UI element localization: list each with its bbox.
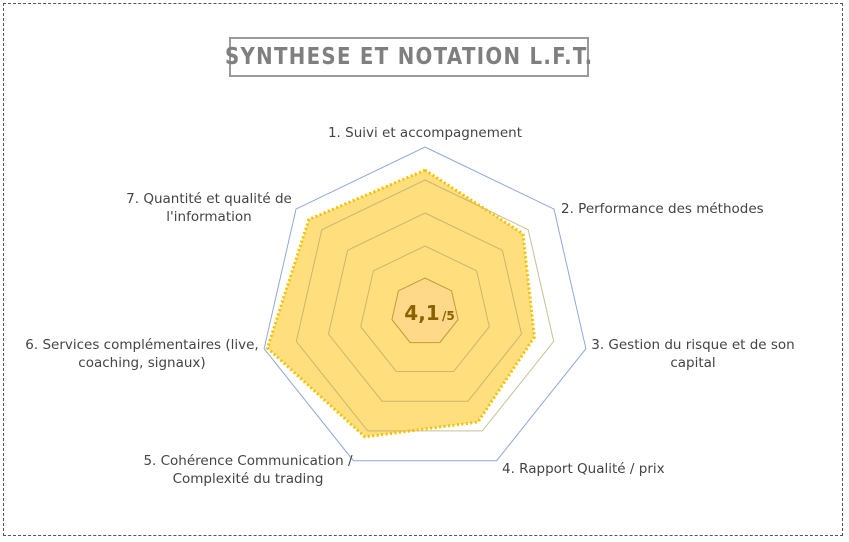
series-outline	[265, 168, 536, 439]
score-badge	[391, 277, 459, 344]
score-suffix: /5	[442, 309, 455, 323]
grid-ring-3	[327, 212, 523, 402]
chart-title: SYNTHESE ET NOTATION L.F.T.	[224, 44, 594, 70]
axis-label-4: 4. Rapport Qualité / prix	[502, 461, 665, 477]
chart-frame	[3, 3, 843, 536]
axis-label-5: 5. Cohérence Communication / Complexité d…	[143, 453, 353, 487]
axis-label-3: 3. Gestion du risque et de son capital	[591, 337, 795, 371]
grid-ring-4	[295, 179, 555, 432]
axis-label-7: 7. Quantité et qualité de l'information	[126, 191, 292, 225]
axis-label-6: 6. Services complémentaires (live, coachi…	[25, 337, 258, 371]
grid-ring-2	[360, 245, 490, 372]
chart-title-box: SYNTHESE ET NOTATION L.F.T.	[225, 37, 592, 77]
grid-ring-outer	[263, 146, 587, 462]
score-value: 4,1	[404, 301, 439, 325]
axis-label-2: 2. Performance des méthodes	[561, 201, 764, 217]
axis-label-1: 1. Suivi et accompagnement	[328, 125, 522, 141]
